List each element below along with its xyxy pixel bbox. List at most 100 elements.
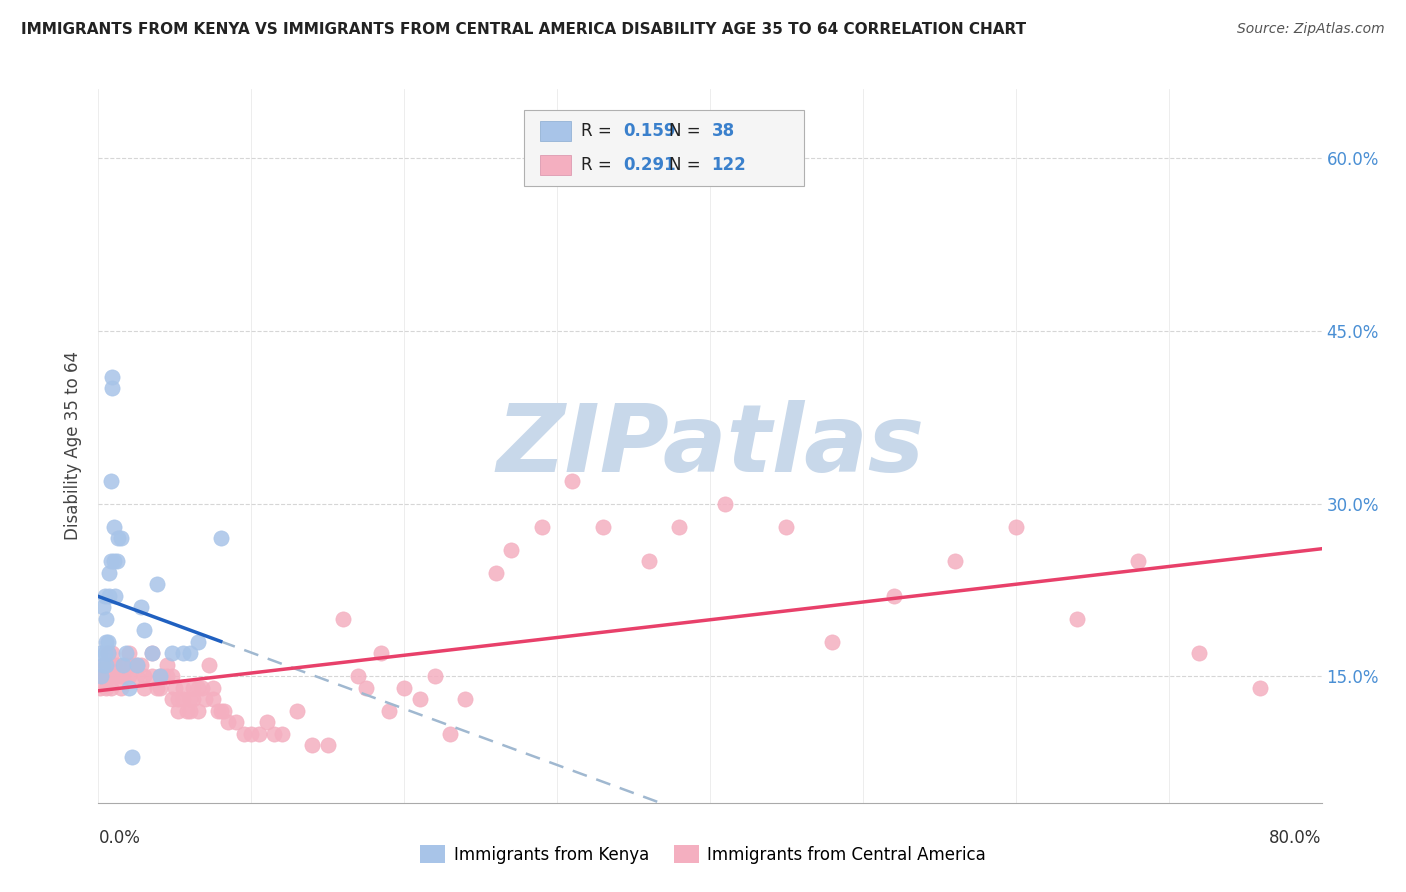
Point — [121, 749, 143, 764]
Point — [149, 681, 172, 695]
Point — [347, 669, 370, 683]
Point — [1249, 681, 1271, 695]
Point — [637, 554, 661, 568]
Point — [91, 600, 114, 615]
Point — [194, 692, 217, 706]
Point — [94, 634, 117, 648]
Point — [240, 727, 263, 741]
Text: 38: 38 — [711, 122, 734, 140]
Point — [187, 704, 209, 718]
Point — [668, 519, 690, 533]
Point — [212, 704, 235, 718]
Point — [408, 692, 430, 706]
Point — [111, 657, 134, 672]
Point — [94, 657, 117, 672]
Point — [152, 669, 174, 683]
Point — [160, 646, 183, 660]
Point — [187, 634, 209, 648]
Point — [191, 681, 214, 695]
Point — [141, 646, 163, 660]
Point — [94, 669, 117, 683]
Text: 0.159: 0.159 — [623, 122, 675, 140]
Point — [285, 704, 308, 718]
Point — [179, 646, 201, 660]
Point — [187, 681, 209, 695]
Point — [118, 646, 141, 660]
Point — [103, 554, 125, 568]
Point — [97, 634, 120, 648]
Point — [105, 554, 128, 568]
Point — [821, 634, 844, 648]
Point — [98, 669, 121, 683]
Point — [179, 692, 201, 706]
Point — [209, 704, 232, 718]
Point — [107, 657, 129, 672]
Point — [100, 474, 122, 488]
Point — [179, 704, 201, 718]
Point — [592, 519, 614, 533]
Point — [1128, 554, 1150, 568]
Point — [93, 669, 115, 683]
Point — [301, 738, 323, 752]
Point — [378, 704, 401, 718]
Point — [530, 519, 553, 533]
Point — [98, 657, 121, 672]
Point — [89, 681, 111, 695]
Text: R =: R = — [581, 156, 617, 174]
Point — [167, 692, 190, 706]
Point — [163, 681, 186, 695]
Point — [247, 727, 270, 741]
Point — [202, 692, 225, 706]
Point — [134, 669, 156, 683]
Point — [97, 646, 120, 660]
Text: 0.0%: 0.0% — [98, 829, 141, 847]
Y-axis label: Disability Age 35 to 64: Disability Age 35 to 64 — [65, 351, 83, 541]
Text: Source: ZipAtlas.com: Source: ZipAtlas.com — [1237, 22, 1385, 37]
Point — [90, 669, 112, 683]
Point — [141, 669, 163, 683]
Point — [101, 657, 124, 672]
Point — [160, 669, 183, 683]
Point — [172, 692, 194, 706]
Point — [91, 669, 114, 683]
Point — [101, 646, 124, 660]
Point — [90, 669, 112, 683]
Text: IMMIGRANTS FROM KENYA VS IMMIGRANTS FROM CENTRAL AMERICA DISABILITY AGE 35 TO 64: IMMIGRANTS FROM KENYA VS IMMIGRANTS FROM… — [21, 22, 1026, 37]
Text: 80.0%: 80.0% — [1270, 829, 1322, 847]
Point — [354, 681, 377, 695]
Point — [209, 531, 232, 545]
Point — [232, 727, 254, 741]
Point — [98, 589, 121, 603]
Point — [775, 519, 797, 533]
Point — [129, 600, 152, 615]
Point — [125, 657, 148, 672]
Point — [217, 715, 239, 730]
Point — [454, 692, 477, 706]
Point — [134, 623, 156, 637]
Point — [100, 554, 122, 568]
Point — [110, 531, 132, 545]
Point — [225, 715, 247, 730]
Point — [107, 531, 129, 545]
Text: N =: N = — [669, 156, 706, 174]
Point — [97, 657, 120, 672]
Point — [118, 669, 141, 683]
Point — [316, 738, 339, 752]
Point — [103, 519, 125, 533]
Point — [111, 669, 134, 683]
Point — [1066, 612, 1088, 626]
Point — [91, 657, 114, 672]
Point — [1188, 646, 1211, 660]
Point — [125, 669, 148, 683]
Point — [883, 589, 905, 603]
Point — [332, 612, 354, 626]
Text: N =: N = — [669, 122, 706, 140]
Text: 0.291: 0.291 — [623, 156, 675, 174]
Point — [167, 704, 190, 718]
Point — [115, 646, 138, 660]
Point — [115, 657, 138, 672]
Point — [141, 646, 163, 660]
Point — [94, 612, 117, 626]
Point — [181, 692, 204, 706]
Point — [149, 669, 172, 683]
